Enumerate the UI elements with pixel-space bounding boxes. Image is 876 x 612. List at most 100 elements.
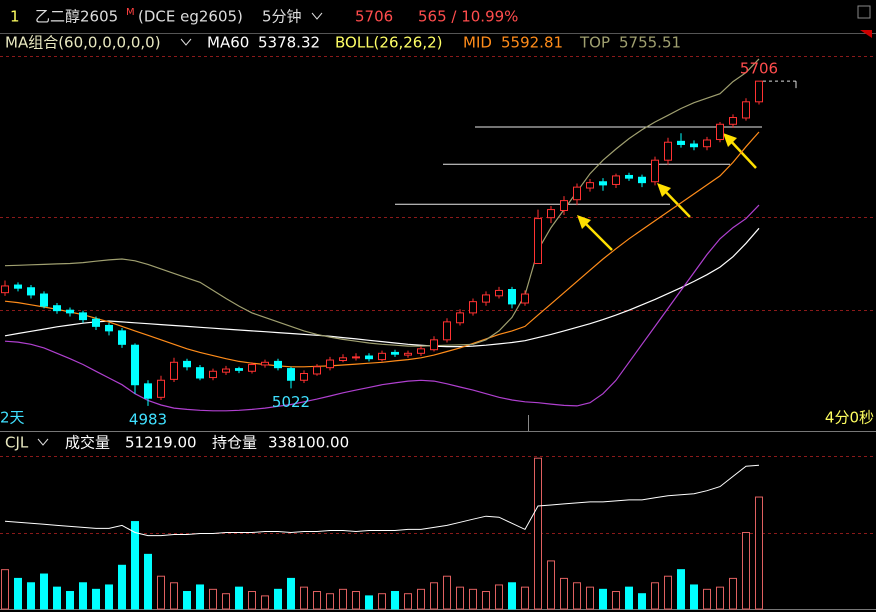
candle-body [144,383,152,399]
volume-bar [443,575,451,610]
volume-dropdown[interactable] [37,438,49,446]
volume-bar [235,586,243,610]
candle-body [209,370,217,379]
volume-bar [742,532,750,610]
candle-body [677,140,685,145]
open-interest-line [4,464,760,537]
candle-body [66,309,74,314]
volume-bar [183,591,191,610]
volume-bar [170,582,178,610]
volume-bar [40,573,48,610]
volume-bar [391,591,399,610]
candle-body [495,289,503,297]
candle-body [638,176,646,184]
volume-bar [690,584,698,610]
candle-body [391,351,399,355]
volume-bar [430,582,438,610]
candle-body [365,355,373,360]
grid-lines [0,56,876,534]
contract-flag: M [126,7,135,18]
candle-body [105,324,113,332]
period-dropdown[interactable] [311,12,323,20]
candle-body [313,366,321,375]
candle-body [300,373,308,381]
candle-body [196,367,204,379]
candle-body [248,364,256,372]
oi-value: 338100.00 [268,434,349,452]
candle-body [14,284,22,289]
volume-bar [586,586,594,610]
volume-bar [404,593,412,610]
volume-indicator[interactable]: CJL [5,434,29,452]
window-button[interactable] [857,5,871,19]
volume-bar [261,595,269,610]
candle-body [183,360,191,368]
candle-body [690,143,698,148]
volume-bar [599,588,607,610]
contract-name: 乙二醇2605 [35,8,118,26]
volume-bar [300,586,308,610]
candle-body [534,218,542,264]
ma-dropdown[interactable] [180,38,192,46]
candle-body [53,305,61,312]
volume-bar [339,588,347,610]
volume-bar [677,569,685,610]
candle-body [40,293,48,307]
candle-body [131,344,139,386]
volume-bar [248,591,256,610]
candle-body [27,287,35,296]
candle-body [352,356,360,359]
price-change: 565 / 10.99% [418,8,518,26]
volume-bar [703,588,711,610]
contract-code: (DCE eg2605) [138,8,243,26]
volume-bar [14,577,22,610]
candle-body [1,285,9,294]
arrow [727,137,757,169]
candle-body [404,352,412,356]
candle-body [443,321,451,341]
volume-value: 51219.00 [125,434,197,452]
arrow [661,187,691,218]
candle-body [157,379,165,398]
volume-bar [664,575,672,610]
indicator-line [4,58,760,347]
price-annotation: 5022 [272,393,310,411]
mid-value: 5592.81 [501,34,563,52]
ma60-value: 5378.32 [258,34,320,52]
candle-body [560,200,568,211]
corner-marker [860,30,872,38]
candle-body [287,368,295,381]
candle-body [417,348,425,354]
volume-bar [92,588,100,610]
volume-name: 成交量 [65,434,110,452]
period-selector[interactable]: 5分钟 [262,8,302,26]
candle-body [469,301,477,314]
boll-name: BOLL(26,26,2) [335,34,443,52]
volume-bar [1,569,9,610]
last-price: 5706 [355,8,393,26]
candle-body [703,139,711,148]
volume-bar [508,582,516,610]
candle-body [508,289,516,305]
volume-bar [482,591,490,610]
volume-bar [222,593,230,610]
volume-bar [560,577,568,610]
candle-body [573,186,581,201]
volume-bar [326,593,334,610]
candle-body [326,359,334,369]
indicator-line [4,204,760,412]
mid-name: MID [463,34,492,52]
arrows [577,133,757,251]
ma-group[interactable]: MA组合(60,0,0,0,0,0) [5,34,161,52]
candle-body [729,117,737,125]
volume-bar [521,586,529,610]
volume-bar [755,496,763,610]
candle-body [612,175,620,185]
indicator-line [4,131,760,368]
tab-number[interactable]: 1 [10,8,20,26]
candle-body [92,318,100,327]
volume-bar [716,586,724,610]
